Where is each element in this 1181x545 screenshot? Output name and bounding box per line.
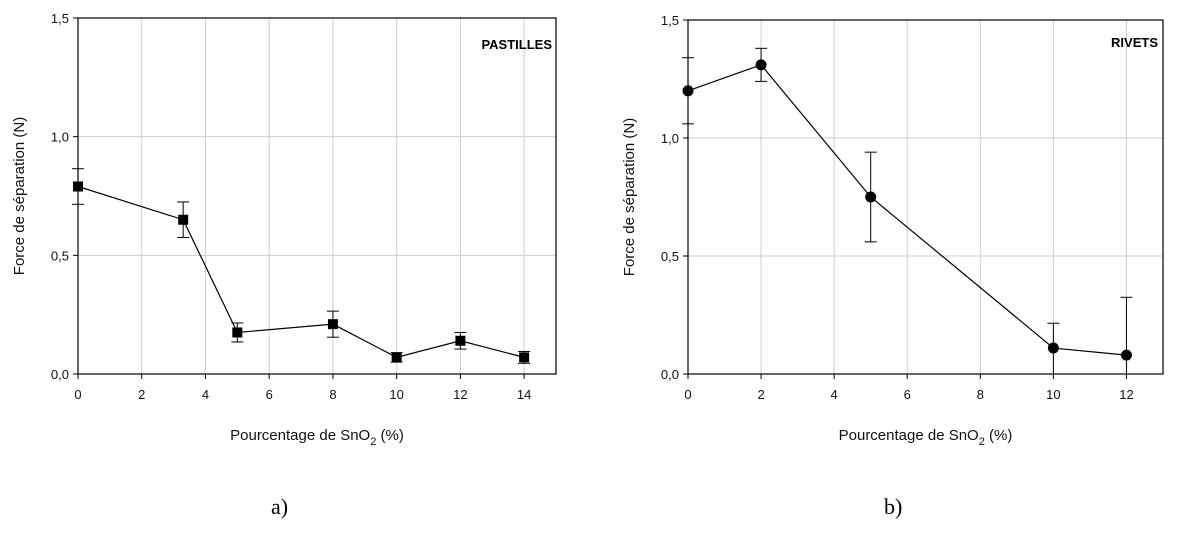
- y-axis-title: Force de séparation (N): [11, 117, 28, 275]
- data-point: [682, 85, 694, 97]
- x-tick-label: 6: [904, 387, 911, 402]
- data-point: [327, 319, 338, 330]
- y-tick-label: 0,0: [661, 367, 679, 382]
- x-axis-title: Pourcentage de SnO2 (%): [839, 427, 1013, 448]
- panel-annotation: RIVETS: [1111, 35, 1158, 50]
- x-tick-label: 0: [684, 387, 691, 402]
- x-tick-label: 4: [831, 387, 838, 402]
- plot-frame: [77, 17, 557, 375]
- x-tick-label: 8: [329, 387, 336, 402]
- data-point: [1047, 342, 1059, 354]
- y-tick-label: 1,0: [51, 130, 69, 145]
- data-point: [391, 352, 402, 363]
- x-axis-title: Pourcentage de SnO2 (%): [230, 427, 404, 448]
- panel-label-a: a): [271, 494, 289, 519]
- x-tick-label: 6: [266, 387, 273, 402]
- y-tick-label: 0,5: [51, 248, 69, 263]
- y-tick-label: 0,0: [51, 367, 69, 382]
- x-tick-label: 10: [389, 387, 403, 402]
- chart-panel-b: 0 2 4 6 8 10 12 0,0 0,5 1,0 1,5 Pourcentage de SnO2…: [621, 13, 1164, 448]
- panel-label-b: b): [884, 494, 903, 519]
- data-point: [755, 59, 767, 71]
- panel-annotation: PASTILLES: [481, 37, 552, 52]
- y-tick-label: 0,5: [661, 249, 679, 264]
- data-point: [73, 181, 83, 192]
- data-point: [865, 191, 877, 203]
- data-point: [178, 214, 189, 225]
- x-tick-label: 12: [1119, 387, 1133, 402]
- chart-panel-a: 0 2 4 6 8 10 12 14 0,0 0,5 1,0 1,5 Pourcentage de Sn…: [11, 11, 557, 448]
- data-point: [1120, 349, 1132, 361]
- plot-frame: [687, 19, 1164, 375]
- x-tick-label: 14: [517, 387, 531, 402]
- y-tick-label: 1,5: [51, 11, 69, 26]
- data-point: [519, 352, 530, 363]
- x-tick-label: 12: [453, 387, 467, 402]
- series-line: [77, 185, 525, 359]
- x-tick-label: 4: [202, 387, 209, 402]
- x-tick-label: 2: [757, 387, 764, 402]
- y-tick-label: 1,0: [661, 131, 679, 146]
- error-bar: [1120, 296, 1133, 375]
- y-axis-title: Force de séparation (N): [621, 118, 638, 276]
- x-tick-label: 2: [138, 387, 145, 402]
- data-point: [455, 335, 466, 346]
- y-tick-label: 1,5: [661, 13, 679, 28]
- data-point: [232, 327, 243, 338]
- x-tick-label: 8: [977, 387, 984, 402]
- x-tick-label: 10: [1046, 387, 1060, 402]
- x-tick-label: 0: [74, 387, 81, 402]
